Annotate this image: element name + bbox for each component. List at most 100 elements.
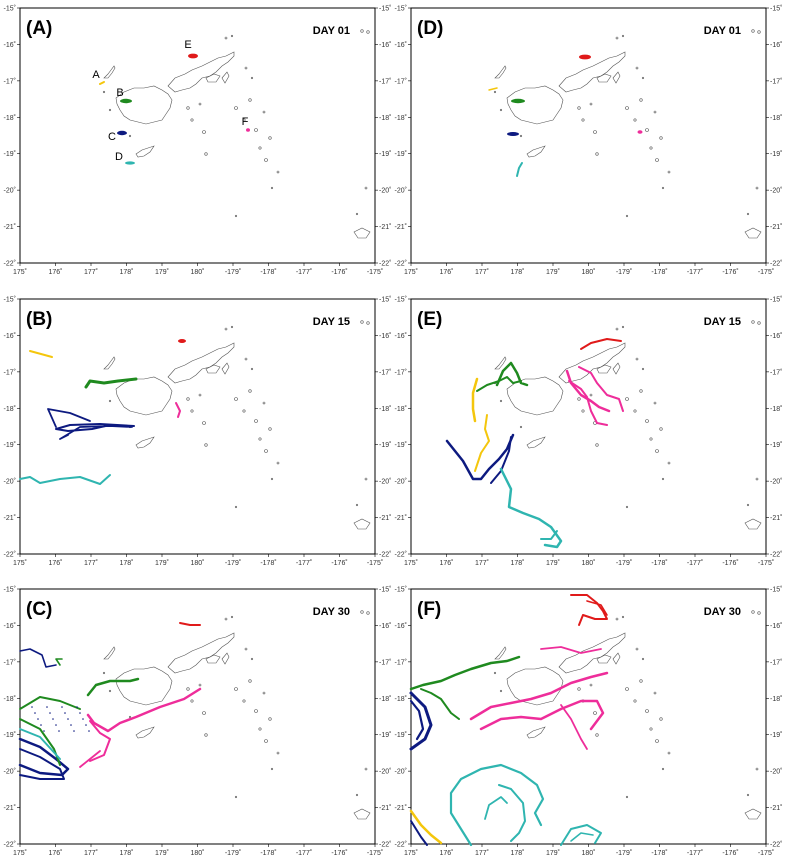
site-d-track: [516, 162, 523, 177]
lat-tick-label: -20˚: [395, 478, 407, 486]
day-label: DAY 01: [313, 25, 350, 37]
lon-tick-label: -176˚: [331, 849, 347, 857]
lat-tick-label: -19˚: [4, 731, 16, 739]
site-c-particle: [76, 706, 78, 708]
site-c-track-2: [47, 408, 91, 428]
lon-tick-label: -178˚: [651, 268, 667, 276]
lat-tick-label-right: -20˚: [770, 187, 782, 195]
lon-tick-label: 178˚: [119, 849, 133, 857]
site-d-track-5: [570, 832, 594, 842]
lat-tick-label: -22˚: [4, 260, 16, 268]
lat-tick-label-right: -20˚: [379, 187, 391, 195]
lat-tick-label-right: -16˚: [379, 622, 391, 630]
lat-tick-label-right: -16˚: [770, 41, 782, 49]
map-panel-c: (C) DAY 30 175˚ 176˚ 177˚ 178˚ 179˚ 180˚ -179˚ -1…: [4, 586, 392, 858]
lon-tick-label: -178˚: [260, 559, 276, 567]
lat-tick-label: -18˚: [395, 114, 407, 122]
site-f-track: [86, 687, 202, 733]
lat-tick-label-right: -19˚: [770, 150, 782, 158]
lat-tick-label-right: -20˚: [379, 768, 391, 776]
site-c-patch: [117, 130, 127, 136]
site-label-f: F: [242, 116, 249, 128]
lat-tick-label-right: -16˚: [379, 332, 391, 340]
lon-tick-label: 180˚: [190, 559, 204, 567]
site-f-track-2: [89, 720, 111, 762]
site-d-loop: [19, 728, 61, 760]
lon-tick-label: 178˚: [119, 268, 133, 276]
site-d-track-2: [540, 530, 558, 540]
map-panel-d: (D) DAY 01 175˚ 176˚ 177˚ 178˚ 179˚ 180˚ -179˚ -1…: [395, 5, 783, 277]
site-a-patch: [488, 87, 498, 91]
lat-tick-label-right: -22˚: [379, 260, 391, 268]
site-b-patch: [511, 98, 525, 104]
site-c-track: [445, 433, 515, 481]
day-label: DAY 15: [704, 316, 741, 328]
lat-tick-label: -20˚: [4, 478, 16, 486]
lon-tick-label: -176˚: [722, 268, 738, 276]
lon-tick-label: -175˚: [367, 268, 383, 276]
site-c-particle: [37, 718, 39, 720]
site-f-track-2: [568, 380, 608, 426]
lat-tick-label-right: -18˚: [770, 695, 782, 703]
lon-tick-label: 180˚: [190, 268, 204, 276]
lat-tick-label: -18˚: [395, 695, 407, 703]
site-c-particle: [52, 718, 54, 720]
site-c-particle: [34, 712, 36, 714]
site-c-particle: [73, 730, 75, 732]
lat-tick-label: -17˚: [4, 368, 16, 376]
panel-frame: [410, 588, 767, 845]
lon-tick-label: 177˚: [475, 559, 489, 567]
lat-tick-label: -21˚: [4, 514, 16, 522]
small-island: [360, 610, 364, 614]
lat-tick-label-right: -21˚: [770, 804, 782, 812]
panel-frame: [19, 298, 376, 555]
site-f-patch: [637, 130, 643, 134]
lat-tick-label: -22˚: [395, 551, 407, 559]
lat-tick-label-right: -22˚: [770, 551, 782, 559]
lon-tick-label: -176˚: [331, 268, 347, 276]
lat-tick-label-right: -19˚: [770, 731, 782, 739]
site-c-loop-2: [409, 699, 425, 741]
site-c-particle: [88, 730, 90, 732]
lat-tick-label-right: -20˚: [379, 478, 391, 486]
lon-tick-label: 180˚: [581, 268, 595, 276]
lat-tick-label: -15˚: [4, 5, 16, 13]
lat-tick-label: -15˚: [395, 5, 407, 13]
site-a-track-2: [474, 414, 490, 472]
site-f-track: [175, 402, 181, 418]
lat-tick-label-right: -15˚: [379, 586, 391, 594]
lon-tick-label: -177˚: [687, 268, 703, 276]
lat-tick-label: -19˚: [4, 441, 16, 449]
lat-tick-label-right: -18˚: [379, 405, 391, 413]
site-e-patch: [178, 339, 186, 343]
lon-tick-label: 176˚: [48, 849, 62, 857]
site-label-b: B: [116, 87, 123, 99]
lat-tick-label-right: -16˚: [770, 332, 782, 340]
map-panel-e: (E) DAY 15 175˚ 176˚ 177˚ 178˚ 179˚ 180˚ -179˚ -1…: [395, 296, 783, 568]
site-e-track: [580, 338, 622, 350]
day-label: DAY 30: [313, 606, 350, 618]
lat-tick-label-right: -18˚: [770, 114, 782, 122]
site-d-track-2: [498, 784, 526, 842]
lon-tick-label: 179˚: [155, 559, 169, 567]
site-a-patch: [99, 81, 105, 85]
site-c-loop: [409, 691, 433, 751]
map-panel-b: (B) DAY 15 175˚ 176˚ 177˚ 178˚ 179˚ 180˚ -179˚ -1…: [4, 296, 392, 568]
lon-tick-label: -177˚: [687, 849, 703, 857]
lat-tick-label: -21˚: [4, 804, 16, 812]
lat-tick-label: -22˚: [395, 841, 407, 849]
lat-tick-label-right: -16˚: [770, 622, 782, 630]
lon-tick-label: -177˚: [296, 268, 312, 276]
map-panel-f: (F) DAY 30 175˚ 176˚ 177˚ 178˚ 179˚ 180˚ -179˚ -1…: [395, 586, 783, 858]
day-label: DAY 15: [313, 316, 350, 328]
lon-tick-label: -175˚: [758, 268, 774, 276]
lon-tick-label: 180˚: [190, 849, 204, 857]
site-f-patch: [246, 128, 250, 132]
lon-tick-label: -179˚: [225, 559, 241, 567]
site-f-track-3: [560, 704, 588, 750]
lat-tick-label: -17˚: [395, 368, 407, 376]
lat-tick-label-right: -18˚: [379, 695, 391, 703]
lon-tick-label: 175˚: [404, 849, 418, 857]
lon-tick-label: -176˚: [331, 559, 347, 567]
drift-tracks: [445, 338, 624, 549]
